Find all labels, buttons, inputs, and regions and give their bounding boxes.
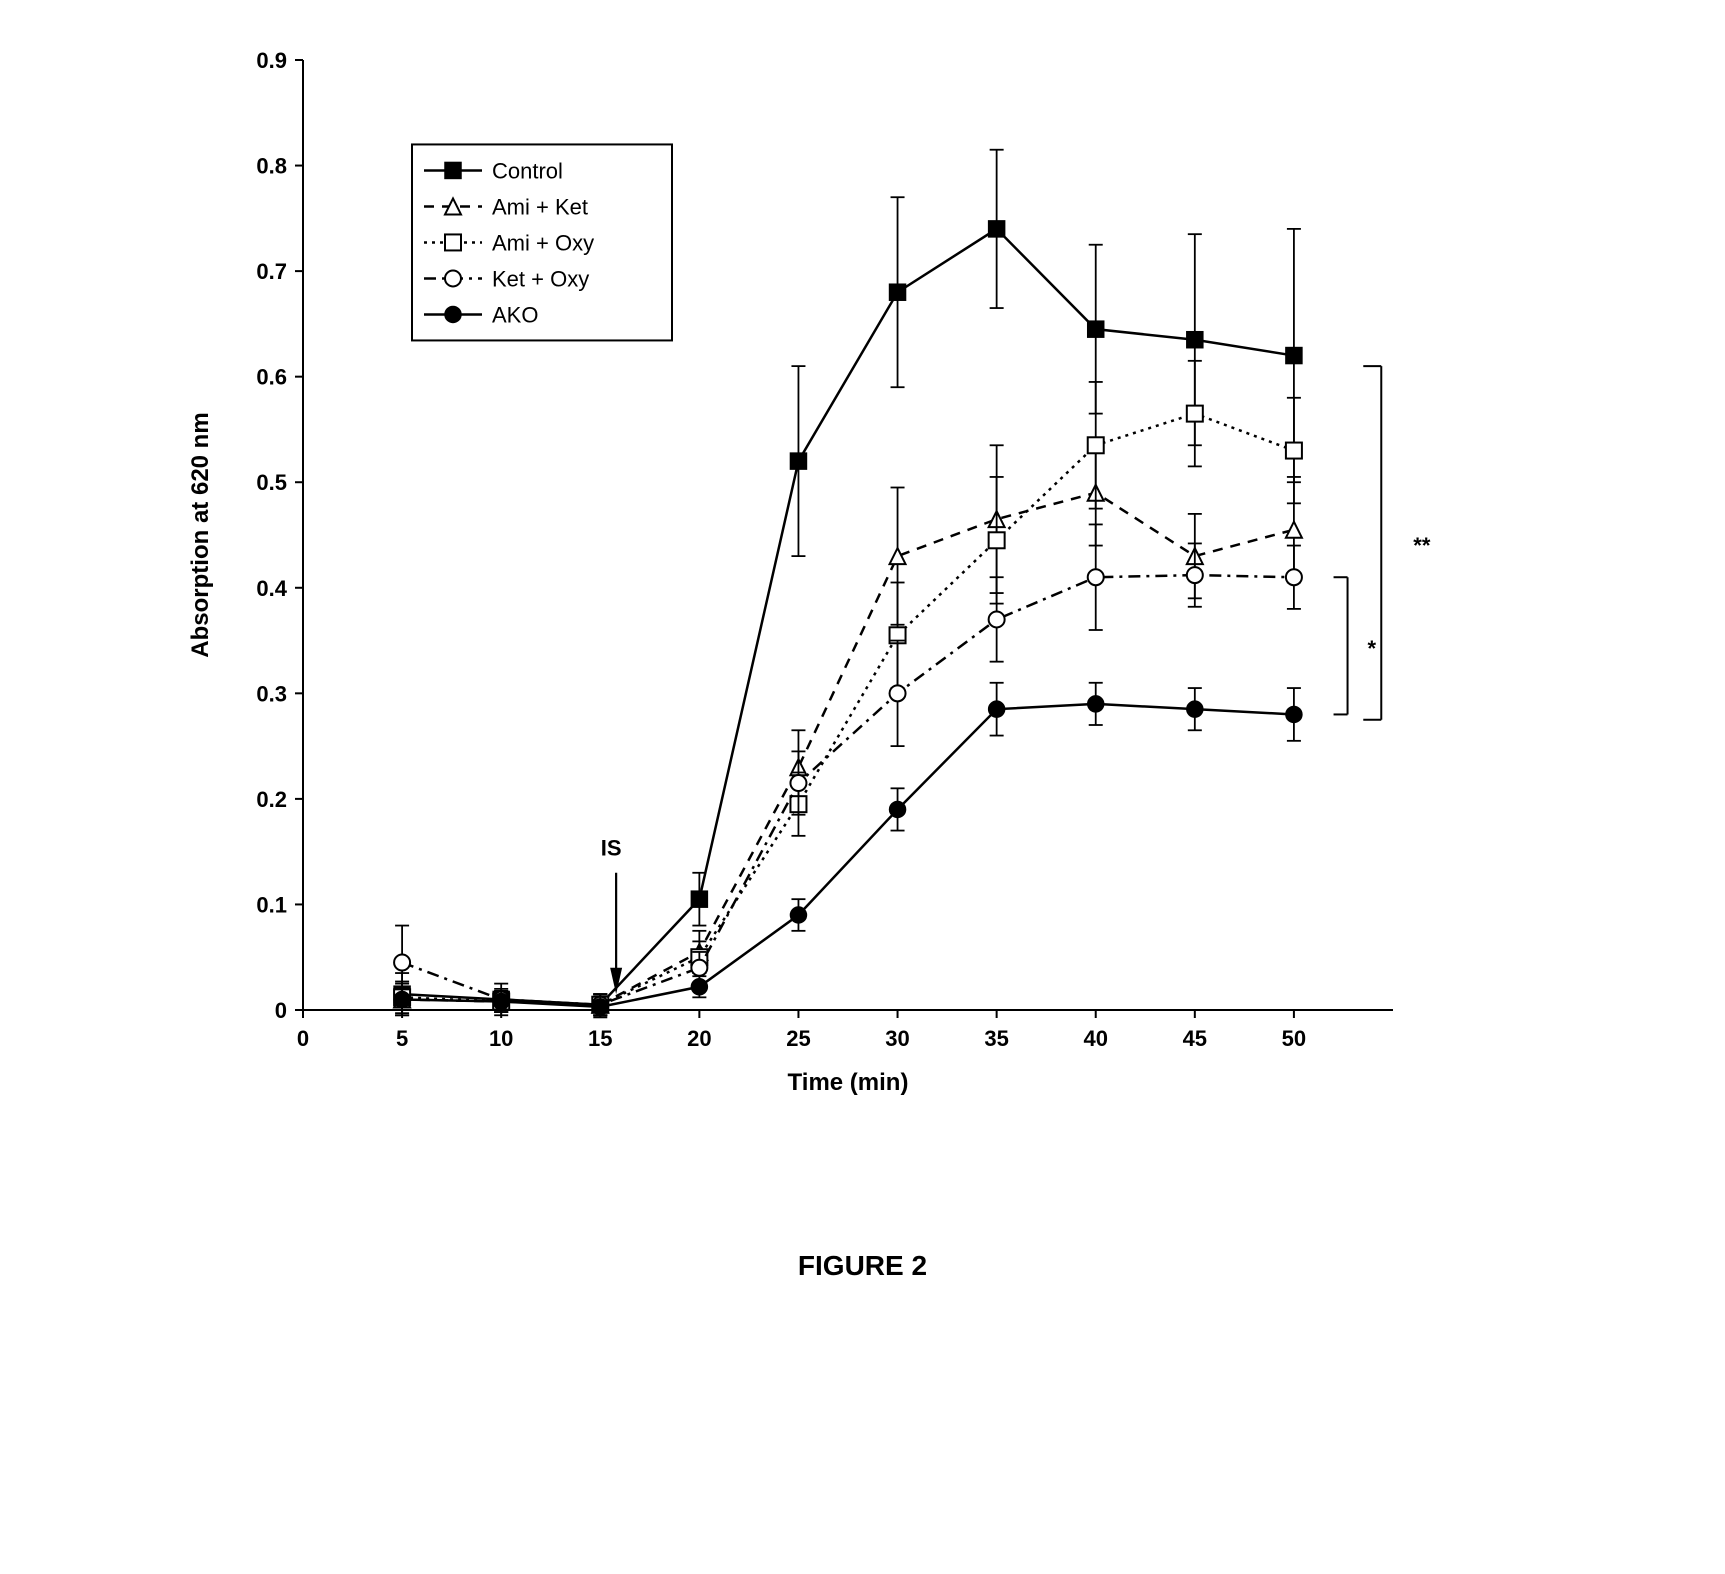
svg-text:0: 0 <box>274 998 286 1023</box>
svg-text:0.1: 0.1 <box>256 892 287 917</box>
svg-text:0.8: 0.8 <box>256 154 287 179</box>
svg-text:0.2: 0.2 <box>256 787 287 812</box>
svg-text:25: 25 <box>786 1026 810 1051</box>
svg-text:0.6: 0.6 <box>256 365 287 390</box>
svg-text:45: 45 <box>1182 1026 1206 1051</box>
svg-text:Control: Control <box>492 158 563 183</box>
svg-text:0.4: 0.4 <box>256 576 287 601</box>
absorption-chart: 0 0.1 0.2 0.3 0.4 0.5 0.6 0.7 0.8 0.9 0 5 10 15 20 25 30… <box>163 30 1563 1130</box>
svg-text:Ami + Ket: Ami + Ket <box>492 194 588 219</box>
svg-text:35: 35 <box>984 1026 1008 1051</box>
chart-container: 0 0.1 0.2 0.3 0.4 0.5 0.6 0.7 0.8 0.9 0 5 10 15 20 25 30… <box>163 30 1563 1282</box>
svg-text:0.7: 0.7 <box>256 259 287 284</box>
svg-text:AKO: AKO <box>492 302 538 327</box>
figure-caption: FIGURE 2 <box>163 1250 1563 1282</box>
svg-text:0: 0 <box>296 1026 308 1051</box>
svg-text:50: 50 <box>1281 1026 1305 1051</box>
svg-text:Ami + Oxy: Ami + Oxy <box>492 230 594 255</box>
svg-text:30: 30 <box>885 1026 909 1051</box>
svg-text:10: 10 <box>488 1026 512 1051</box>
svg-text:*: * <box>1367 636 1376 661</box>
svg-text:0.9: 0.9 <box>256 48 287 73</box>
svg-text:Time (min): Time (min) <box>787 1069 908 1096</box>
svg-text:0.3: 0.3 <box>256 681 287 706</box>
svg-text:**: ** <box>1413 533 1431 558</box>
svg-text:5: 5 <box>395 1026 407 1051</box>
svg-text:20: 20 <box>687 1026 711 1051</box>
svg-text:40: 40 <box>1083 1026 1107 1051</box>
svg-text:0.5: 0.5 <box>256 470 287 495</box>
svg-text:15: 15 <box>588 1026 612 1051</box>
svg-text:Absorption at 620 nm: Absorption at 620 nm <box>187 412 214 657</box>
svg-text:IS: IS <box>600 836 621 861</box>
svg-text:Ket + Oxy: Ket + Oxy <box>492 266 589 291</box>
